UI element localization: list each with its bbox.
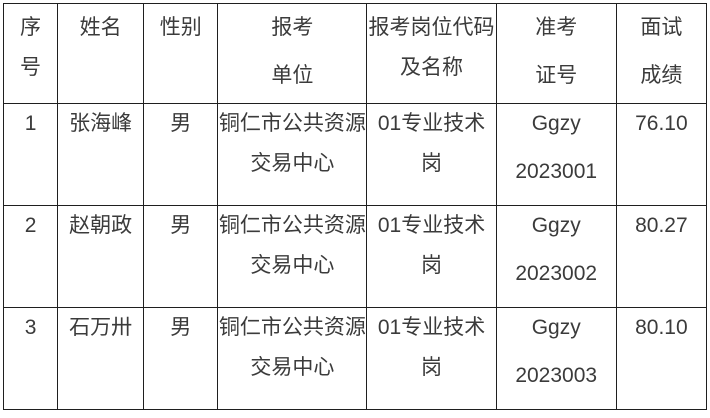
cell-gender: 男 [143,103,219,206]
cell-line: Ggzy [531,316,581,339]
cell-line: 赵朝政 [69,214,133,237]
cell-line: 张海峰 [69,112,133,135]
cell-line: 准考 [535,16,578,39]
column-header-index: 序号 [2,3,59,104]
cell-gender: 男 [143,307,219,410]
cell-name: 赵朝政 [57,205,145,308]
table-row: 2 赵朝政男铜仁市公共资源 交易中心 01专业技术岗 Ggzy 2023002 80.27 [2,205,708,308]
cell-line: 1 [24,112,37,135]
cell-line: 01专业技术 [377,316,486,339]
cell-line: 岗 [421,254,443,277]
cell-line: 76.10 [635,112,688,135]
cell-name: 石万卅 [57,307,145,410]
cell-ticket: Ggzy 2023001 [495,103,617,206]
cell-line: 证号 [535,64,578,87]
page: 序号姓名 性别 报考 单位 报考岗位代码 及名称 准考 证号 面试 成绩 1 张海峰男铜仁市公共资源… [0,3,710,418]
header-row: 序号姓名 性别 报考 单位 报考岗位代码 及名称 准考 证号 面试 成绩 [2,3,708,104]
cell-unit: 铜仁市公共资源 交易中心 [217,307,368,410]
column-header-post: 报考岗位代码 及名称 [366,3,497,104]
cell-line: 3 [24,316,37,339]
cell-line: 01专业技术 [377,214,486,237]
cell-line: Ggzy [531,112,581,135]
column-header-name: 姓名 [57,3,145,104]
cell-line: 姓名 [79,16,122,39]
cell-index: 1 [2,103,59,206]
cell-line: 铜仁市公共资源 [218,112,366,135]
cell-line: 男 [170,316,192,339]
cell-post: 01专业技术岗 [366,103,497,206]
cell-line: 石万卅 [69,316,133,339]
cell-line: 序 [20,16,42,39]
cell-line: 2023002 [515,262,598,285]
cell-line: 2023003 [515,364,598,387]
cell-line: 01专业技术 [377,112,486,135]
cell-score: 80.27 [615,205,708,308]
cell-line: 号 [20,56,42,79]
table-body: 1 张海峰男铜仁市公共资源 交易中心 01专业技术岗 Ggzy 2023001 76.10 2… [2,103,708,410]
cell-gender: 男 [143,205,219,308]
column-header-score: 面试 成绩 [615,3,708,104]
cell-line: 报考 [271,16,314,39]
cell-unit: 铜仁市公共资源 交易中心 [217,103,368,206]
column-header-unit: 报考 单位 [217,3,368,104]
table-header: 序号姓名 性别 报考 单位 报考岗位代码 及名称 准考 证号 面试 成绩 [2,3,708,104]
cell-line: 交易中心 [250,152,335,175]
cell-line: 80.27 [635,214,688,237]
column-header-ticket: 准考 证号 [495,3,617,104]
cell-post: 01专业技术岗 [366,205,497,308]
cell-line: 男 [170,214,192,237]
cell-line: 2023001 [515,160,598,183]
cell-line: 面试 [640,16,683,39]
cell-line: 铜仁市公共资源 [218,316,366,339]
cell-unit: 铜仁市公共资源 交易中心 [217,205,368,308]
cell-line: 交易中心 [250,356,335,379]
cell-line: Ggzy [531,214,581,237]
cell-line: 80.10 [635,316,688,339]
cell-line: 性别 [159,16,202,39]
cell-score: 80.10 [615,307,708,410]
cell-line: 男 [170,112,192,135]
cell-line: 岗 [421,356,443,379]
cell-line: 报考岗位代码 [368,16,495,39]
cell-ticket: Ggzy 2023003 [495,307,617,410]
cell-line: 成绩 [640,64,683,87]
table-row: 1 张海峰男铜仁市公共资源 交易中心 01专业技术岗 Ggzy 2023001 76.10 [2,103,708,206]
cell-name: 张海峰 [57,103,145,206]
cell-line: 单位 [271,64,314,87]
cell-line: 2 [24,214,37,237]
table-row: 3 石万卅男铜仁市公共资源 交易中心 01专业技术岗 Ggzy 2023003 80.10 [2,307,708,410]
column-header-gender: 性别 [143,3,219,104]
cell-line: 及名称 [400,56,464,79]
cell-line: 交易中心 [250,254,335,277]
cell-ticket: Ggzy 2023002 [495,205,617,308]
interview-score-table: 序号姓名 性别 报考 单位 报考岗位代码 及名称 准考 证号 面试 成绩 1 张海峰男铜仁市公共资源… [2,3,708,410]
cell-index: 3 [2,307,59,410]
cell-score: 76.10 [615,103,708,206]
cell-index: 2 [2,205,59,308]
cell-line: 岗 [421,152,443,175]
cell-line: 铜仁市公共资源 [218,214,366,237]
cell-post: 01专业技术岗 [366,307,497,410]
